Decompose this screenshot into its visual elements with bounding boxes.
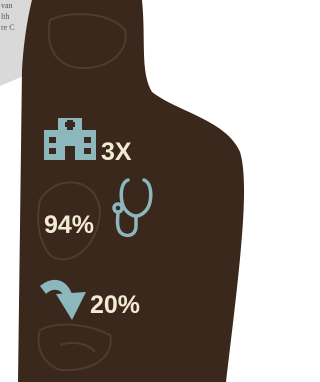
stat-label: 94% (44, 211, 94, 239)
snippet-line: lth (1, 12, 9, 21)
stat-label: 20% (90, 291, 140, 319)
body-silhouette (18, 0, 244, 382)
page: {"snippet_lines": ["van", "lth", "re C"]… (0, 0, 248, 382)
infographic: van lth re C 3X 94% 20% (0, 0, 248, 382)
stat-label: 3X (101, 138, 132, 166)
snippet-line: van (1, 1, 13, 10)
snippet-line: re C (1, 23, 15, 32)
